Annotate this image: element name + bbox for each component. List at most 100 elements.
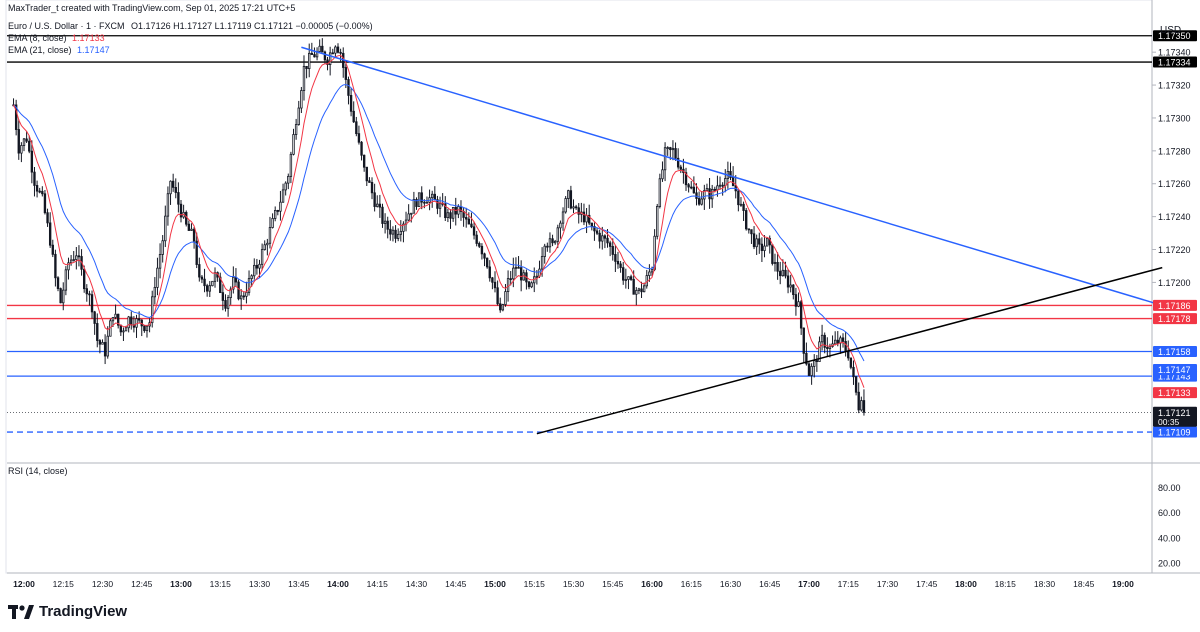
time-tick-label[interactable]: 16:00 xyxy=(641,579,663,589)
candle-body xyxy=(328,52,332,65)
candle-body xyxy=(799,301,803,329)
candle-body xyxy=(381,206,384,224)
time-tick-label[interactable]: 16:30 xyxy=(720,579,742,589)
time-tick-label[interactable]: 18:30 xyxy=(1034,579,1056,589)
trendline[interactable] xyxy=(536,266,1163,435)
time-tick-label[interactable]: 19:00 xyxy=(1112,579,1134,589)
candle-body xyxy=(747,228,751,231)
candle-body xyxy=(519,267,523,281)
candle-body xyxy=(407,213,410,221)
ema-fast-line xyxy=(13,54,865,388)
ema-slow-label: EMA (21, close) xyxy=(8,45,72,55)
candle-body xyxy=(635,290,638,295)
candle-body xyxy=(451,207,455,219)
candle-body xyxy=(559,222,562,229)
candle-body xyxy=(334,46,337,54)
tradingview-logo[interactable]: TradingView xyxy=(8,603,127,620)
level-price-badge[interactable]: 1.17109 xyxy=(1158,428,1191,438)
symbol-legend[interactable]: Euro / U.S. Dollar · 1 · FXCM O1.17126 H… xyxy=(8,21,373,31)
candle-body xyxy=(14,104,18,130)
price-axis[interactable]: 1.17340 1.17320 1.17300 1.17280 1.17260 1.172… xyxy=(1152,30,1197,568)
time-tick-label[interactable]: 14:00 xyxy=(327,579,349,589)
ema-slow-legend[interactable]: EMA (21, close) 1.17147 xyxy=(8,45,110,55)
candle-body xyxy=(739,203,743,206)
level-price-badge[interactable]: 1.17158 xyxy=(1158,347,1191,357)
time-tick-label[interactable]: 14:30 xyxy=(406,579,428,589)
level-price-badge-bg xyxy=(1153,56,1197,68)
candle-body xyxy=(127,316,130,329)
candle-body xyxy=(77,255,81,258)
ema-fast-legend[interactable]: EMA (8, close) 1.17133 xyxy=(8,33,105,43)
time-tick-label[interactable]: 15:45 xyxy=(602,579,624,589)
time-tick-label[interactable]: 12:30 xyxy=(92,579,114,589)
candle-body xyxy=(145,325,149,332)
time-tick-label[interactable]: 18:00 xyxy=(955,579,977,589)
time-tick-label[interactable]: 16:45 xyxy=(759,579,781,589)
time-tick-label[interactable]: 18:15 xyxy=(995,579,1017,589)
candle-body xyxy=(608,242,612,247)
candle-body xyxy=(179,203,183,218)
level-price-badge[interactable]: 1.17186 xyxy=(1158,301,1191,311)
level-price-badge[interactable]: 1.17178 xyxy=(1158,314,1191,324)
price-tick-label: 1.17340 xyxy=(1158,48,1191,58)
candle-body xyxy=(488,266,491,279)
time-tick-label[interactable]: 12:15 xyxy=(53,579,75,589)
candle-body xyxy=(318,45,321,52)
time-tick-label[interactable]: 13:45 xyxy=(288,579,310,589)
time-tick-label[interactable]: 15:15 xyxy=(524,579,546,589)
candle-body xyxy=(648,271,651,277)
candle-body xyxy=(794,294,798,307)
candle-body xyxy=(255,264,259,269)
trendlines[interactable] xyxy=(301,46,1163,435)
time-tick-label[interactable]: 15:30 xyxy=(563,579,585,589)
candle-body xyxy=(820,334,824,343)
chart-credit: MaxTrader_t created with TradingView.com… xyxy=(8,3,296,13)
candle-body xyxy=(378,203,382,208)
time-tick-label[interactable]: 14:15 xyxy=(367,579,389,589)
candle-body xyxy=(35,185,39,192)
last-price-badge[interactable]: 1.17121 xyxy=(1158,408,1191,418)
level-price-badge[interactable]: 1.17143 xyxy=(1158,372,1191,382)
time-tick-label[interactable]: 16:15 xyxy=(681,579,703,589)
level-price-badge[interactable]: 1.17350 xyxy=(1158,31,1191,41)
candle-body xyxy=(485,257,489,268)
rsi-legend[interactable]: RSI (14, close) xyxy=(8,466,68,476)
candle-body xyxy=(30,150,34,173)
ema-price-badge[interactable]: 1.17133 xyxy=(1158,388,1191,398)
candle-body xyxy=(540,256,544,270)
candle-body xyxy=(765,237,769,247)
trendline[interactable] xyxy=(301,46,1163,307)
candle-body xyxy=(642,285,646,293)
time-tick-label[interactable]: 14:45 xyxy=(445,579,467,589)
candle-body xyxy=(684,172,688,186)
time-tick-label[interactable]: 13:30 xyxy=(249,579,271,589)
time-tick-label[interactable]: 17:30 xyxy=(877,579,899,589)
candle-body xyxy=(574,206,578,209)
candle-body xyxy=(253,264,256,277)
candle-body xyxy=(386,220,389,230)
candle-body xyxy=(616,260,620,265)
time-tick-label[interactable]: 12:00 xyxy=(13,579,35,589)
level-price-badge[interactable]: 1.17334 xyxy=(1158,58,1191,68)
time-tick-label[interactable]: 18:45 xyxy=(1073,579,1095,589)
time-tick-label[interactable]: 13:15 xyxy=(210,579,232,589)
candle-body xyxy=(627,276,630,280)
candle-body xyxy=(205,285,209,292)
time-tick-label[interactable]: 17:45 xyxy=(916,579,938,589)
candle-body xyxy=(96,323,99,341)
time-tick-label[interactable]: 17:15 xyxy=(838,579,860,589)
time-tick-label[interactable]: 17:00 xyxy=(798,579,820,589)
horizontal-levels[interactable] xyxy=(7,35,1152,433)
time-tick-label[interactable]: 15:00 xyxy=(484,579,506,589)
candle-body xyxy=(101,342,104,345)
time-tick-label[interactable]: 13:00 xyxy=(170,579,192,589)
ema-price-badge[interactable]: 1.17147 xyxy=(1158,365,1191,375)
candle-body xyxy=(797,301,800,307)
time-tick-label[interactable]: 12:45 xyxy=(131,579,153,589)
time-axis[interactable]: 12:00 12:15 12:30 12:45 13:00 13:15 13:30 13:45… xyxy=(13,579,1134,589)
candle-body xyxy=(789,284,792,288)
candle-body xyxy=(271,218,274,228)
candle-body xyxy=(687,184,690,188)
candle-body xyxy=(718,184,722,187)
